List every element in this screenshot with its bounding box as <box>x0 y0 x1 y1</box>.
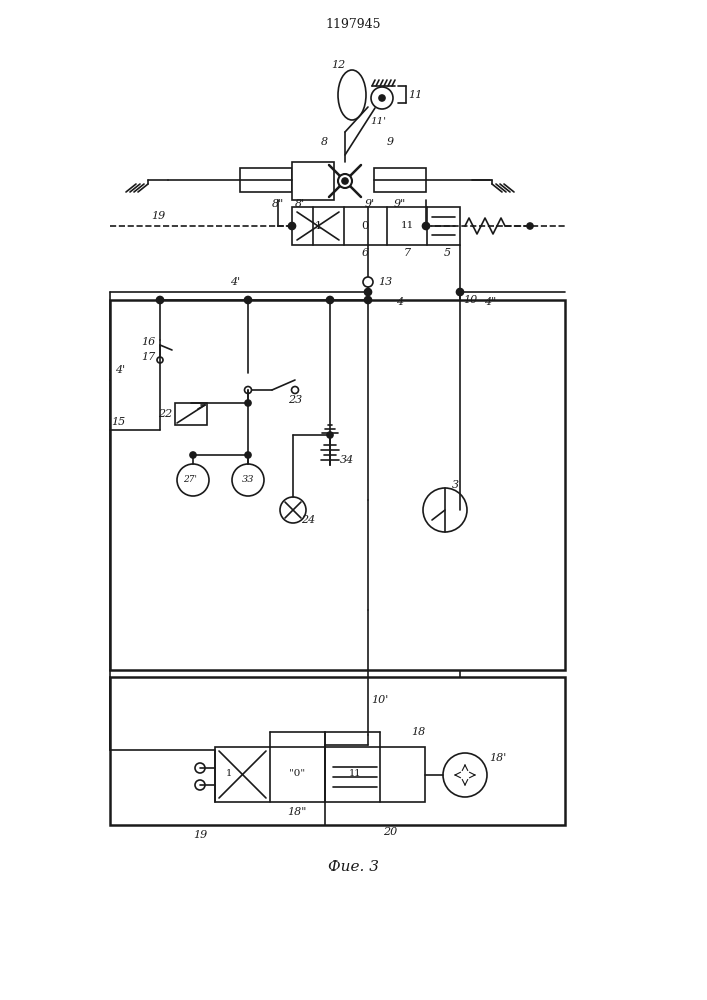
Text: 10: 10 <box>463 295 477 305</box>
Text: 12: 12 <box>331 60 345 70</box>
Circle shape <box>327 432 333 438</box>
Circle shape <box>245 400 251 406</box>
Text: 19: 19 <box>151 211 165 221</box>
Text: 8": 8" <box>272 199 284 209</box>
Circle shape <box>288 223 296 230</box>
Text: "0": "0" <box>289 770 305 778</box>
Text: Фие. 3: Фие. 3 <box>327 860 378 874</box>
Bar <box>292 162 334 200</box>
Text: 8: 8 <box>320 137 327 147</box>
Circle shape <box>371 87 393 109</box>
Text: 27': 27' <box>183 476 197 485</box>
Text: 24: 24 <box>301 515 315 525</box>
Text: 20: 20 <box>383 827 397 837</box>
Bar <box>110 677 565 825</box>
Text: 4': 4' <box>230 277 240 287</box>
Text: 7: 7 <box>404 248 411 258</box>
Text: 23: 23 <box>288 395 302 405</box>
Text: 11: 11 <box>349 770 361 778</box>
Text: 9': 9' <box>365 199 375 209</box>
Text: 18: 18 <box>411 727 425 737</box>
Bar <box>374 168 426 192</box>
Text: 33: 33 <box>242 476 255 485</box>
Text: 16: 16 <box>141 337 155 347</box>
Text: 1: 1 <box>226 770 232 778</box>
Text: 22: 22 <box>158 409 172 419</box>
Text: 11: 11 <box>400 222 414 231</box>
Bar <box>215 747 425 802</box>
Text: 4": 4" <box>484 297 496 307</box>
Text: 6: 6 <box>361 248 368 258</box>
Text: 0: 0 <box>361 221 368 231</box>
Circle shape <box>245 386 252 393</box>
Bar <box>110 300 565 670</box>
Circle shape <box>177 464 209 496</box>
Text: 8': 8' <box>295 199 305 209</box>
Bar <box>292 207 460 245</box>
Text: 1: 1 <box>315 221 322 231</box>
Circle shape <box>457 288 464 296</box>
Circle shape <box>338 174 352 188</box>
Bar <box>175 403 207 425</box>
Circle shape <box>363 277 373 287</box>
Circle shape <box>365 288 371 296</box>
Text: 10': 10' <box>371 695 389 705</box>
Text: 34: 34 <box>340 455 354 465</box>
Text: 18": 18" <box>287 807 307 817</box>
Circle shape <box>327 296 334 304</box>
Circle shape <box>365 296 371 304</box>
Text: 4': 4' <box>115 365 125 375</box>
Circle shape <box>280 497 306 523</box>
Circle shape <box>156 296 163 304</box>
Text: 11': 11' <box>370 117 386 126</box>
Circle shape <box>195 763 205 773</box>
Text: 1197945: 1197945 <box>325 18 381 31</box>
Circle shape <box>342 178 348 184</box>
Circle shape <box>443 753 487 797</box>
Circle shape <box>423 223 429 230</box>
Circle shape <box>379 95 385 101</box>
Bar <box>140 360 370 610</box>
Circle shape <box>232 464 264 496</box>
Text: 11: 11 <box>408 90 422 100</box>
Circle shape <box>291 386 298 393</box>
Circle shape <box>157 357 163 363</box>
Text: 4: 4 <box>397 297 404 307</box>
Text: 18': 18' <box>489 753 507 763</box>
Circle shape <box>527 223 533 229</box>
Text: 9: 9 <box>387 137 394 147</box>
Text: 15: 15 <box>111 417 125 427</box>
Text: 9": 9" <box>394 199 406 209</box>
Text: 5: 5 <box>443 248 450 258</box>
Circle shape <box>190 452 196 458</box>
Bar <box>240 168 292 192</box>
Text: 3: 3 <box>452 480 459 490</box>
Circle shape <box>245 296 252 304</box>
Text: 19: 19 <box>193 830 207 840</box>
Circle shape <box>423 488 467 532</box>
Bar <box>200 735 510 814</box>
Text: 13: 13 <box>378 277 392 287</box>
Circle shape <box>245 452 251 458</box>
Text: 17: 17 <box>141 352 155 362</box>
Circle shape <box>195 780 205 790</box>
